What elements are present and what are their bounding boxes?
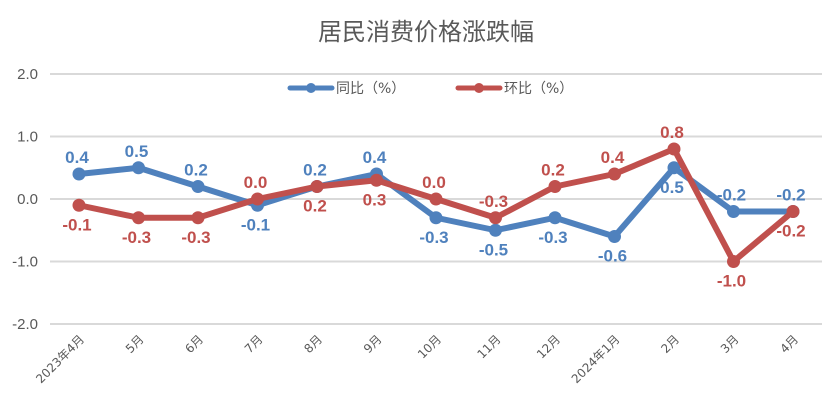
series-mom bbox=[72, 142, 800, 268]
data-label: 0.4 bbox=[601, 148, 625, 167]
legend-item: 同比（%） bbox=[287, 81, 405, 97]
x-tick-label: 8月 bbox=[301, 332, 325, 356]
legend-label: 环比（%） bbox=[504, 81, 573, 97]
x-tick-label: 2024年1月 bbox=[569, 332, 623, 386]
data-label: 0.2 bbox=[541, 161, 565, 180]
data-point bbox=[72, 167, 86, 181]
y-tick-label: 0.0 bbox=[17, 191, 38, 208]
series bbox=[72, 142, 800, 268]
data-label: -0.3 bbox=[538, 228, 567, 247]
data-point bbox=[667, 142, 681, 156]
data-point bbox=[132, 161, 145, 175]
data-point bbox=[667, 161, 681, 175]
data-label: -0.3 bbox=[181, 228, 210, 247]
data-label: 0.3 bbox=[363, 190, 387, 209]
data-label: 0.0 bbox=[244, 173, 268, 192]
data-point bbox=[191, 211, 205, 225]
legend-label: 同比（%） bbox=[336, 81, 405, 97]
data-point bbox=[429, 192, 443, 206]
data-point bbox=[370, 173, 383, 187]
data-point bbox=[489, 211, 502, 225]
data-label: 0.5 bbox=[660, 178, 684, 197]
data-point bbox=[251, 192, 264, 206]
data-point bbox=[786, 205, 800, 218]
legend-item: 环比（%） bbox=[455, 81, 573, 97]
data-label: -0.1 bbox=[62, 215, 91, 234]
x-tick-label: 3月 bbox=[718, 332, 742, 356]
data-label: -0.6 bbox=[598, 247, 627, 266]
x-tick-label: 2023年4月 bbox=[33, 332, 87, 386]
y-tick-label: -2.0 bbox=[12, 316, 38, 333]
data-label: -1.0 bbox=[717, 272, 746, 291]
data-point bbox=[548, 180, 562, 193]
data-point bbox=[429, 211, 443, 225]
y-tick-label: -1.0 bbox=[12, 254, 38, 271]
data-label: -0.3 bbox=[479, 192, 508, 211]
x-tick-label: 10月 bbox=[415, 332, 444, 361]
x-tick-label: 7月 bbox=[242, 332, 266, 356]
x-tick-label: 11月 bbox=[474, 332, 503, 361]
legend-dot-marker bbox=[306, 83, 316, 93]
x-tick-label: 5月 bbox=[123, 332, 147, 356]
data-label: 0.8 bbox=[660, 123, 684, 142]
data-label: -0.1 bbox=[241, 215, 270, 234]
y-tick-label: 2.0 bbox=[17, 66, 38, 83]
x-tick-label: 9月 bbox=[361, 332, 385, 356]
data-label: 0.4 bbox=[363, 148, 387, 167]
y-tick-label: 1.0 bbox=[17, 129, 38, 146]
data-point bbox=[191, 180, 205, 193]
data-point bbox=[72, 198, 86, 212]
legend-dot-marker bbox=[474, 83, 484, 93]
data-point bbox=[489, 223, 502, 237]
data-label: 0.5 bbox=[125, 142, 149, 161]
x-tick-label: 6月 bbox=[182, 332, 206, 356]
data-point bbox=[310, 180, 324, 193]
data-label: -0.2 bbox=[776, 222, 805, 241]
data-label: 0.4 bbox=[65, 148, 89, 167]
data-label: 0.2 bbox=[303, 161, 327, 180]
data-label: -0.2 bbox=[717, 186, 746, 205]
data-label: 0.0 bbox=[422, 173, 446, 192]
data-point bbox=[727, 255, 740, 268]
x-axis: 2023年4月 5月 6月 7月 8月 9月 10月 11月 12月 2024年1月 2月 3月 4月 bbox=[33, 332, 801, 386]
x-tick-label: 2月 bbox=[658, 332, 682, 356]
data-label: -0.5 bbox=[479, 240, 508, 259]
y-axis: 2.0 1.0 0.0 -1.0 -2.0 bbox=[12, 66, 38, 333]
data-label: -0.3 bbox=[419, 228, 448, 247]
data-point bbox=[608, 230, 621, 243]
data-labels: 0.4 0.5 0.2 -0.1 0.2 0.4 -0.3 -0.5 -0.3 -0.6 0.5 -0… bbox=[62, 123, 805, 291]
legend: 同比（%） 环比（%） bbox=[287, 81, 573, 97]
data-point bbox=[608, 167, 621, 181]
data-point bbox=[548, 211, 562, 225]
data-label: -0.2 bbox=[776, 186, 805, 205]
data-label: 0.2 bbox=[184, 161, 208, 180]
data-label: -0.3 bbox=[122, 228, 151, 247]
chart-title: 居民消费价格涨跌幅 bbox=[318, 18, 534, 46]
data-point bbox=[132, 211, 145, 225]
x-tick-label: 12月 bbox=[534, 332, 563, 361]
data-label: 0.2 bbox=[303, 197, 327, 216]
data-point bbox=[727, 205, 740, 218]
x-tick-label: 4月 bbox=[777, 332, 801, 356]
